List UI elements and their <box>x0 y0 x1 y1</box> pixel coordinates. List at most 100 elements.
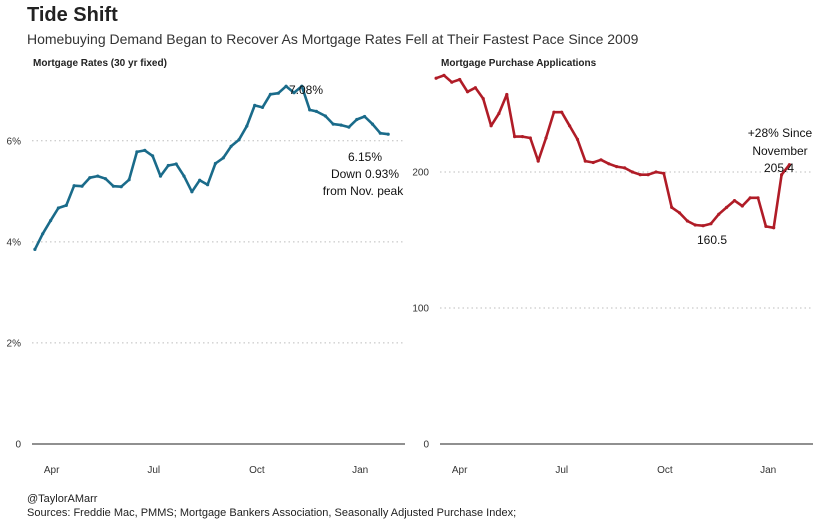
rates-gridlines <box>32 140 405 445</box>
applications-change-label-2: November <box>752 144 807 158</box>
applications-data-point <box>748 196 752 200</box>
rates-data-point <box>268 92 272 96</box>
rates-data-point <box>198 178 202 182</box>
rates-data-point <box>33 247 37 251</box>
applications-panel-title: Mortgage Purchase Applications <box>441 58 597 69</box>
rates-data-point <box>378 131 382 135</box>
rates-data-point <box>370 122 375 126</box>
rates-data-point <box>331 122 335 126</box>
footer-handle: @TaylorAMarr <box>27 493 98 505</box>
applications-data-point <box>568 124 572 128</box>
applications-data-point <box>732 199 737 203</box>
rates-data-point <box>323 114 327 118</box>
rates-data-point <box>80 184 84 188</box>
rates-x-axis: Apr Jul Oct Jan <box>44 465 368 476</box>
rates-drop-label: Down 0.93% <box>331 167 399 181</box>
rates-data-point <box>347 125 351 129</box>
rates-drop-note: from Nov. peak <box>323 184 404 198</box>
rates-y-tick-label: 2% <box>7 338 22 349</box>
applications-latest-label: 205.4 <box>764 161 794 175</box>
rates-data-point <box>143 148 147 152</box>
applications-data-point <box>513 135 517 139</box>
applications-y-tick-label: 0 <box>423 440 429 451</box>
rates-data-point <box>111 184 115 188</box>
applications-data-point <box>646 173 650 177</box>
rates-data-point <box>363 114 367 119</box>
rates-x-tick-label: Jan <box>352 465 368 476</box>
rates-data-point <box>292 91 296 95</box>
rates-data-point <box>284 84 288 88</box>
applications-data-point <box>638 173 642 177</box>
rates-data-point <box>245 124 249 128</box>
rates-data-point <box>103 177 108 181</box>
rates-panel: Mortgage Rates (30 yr fixed) 0 2% 4% 6% Apr… <box>7 58 405 476</box>
rates-series-line <box>33 84 390 251</box>
rates-data-point <box>276 91 280 95</box>
applications-panel: Mortgage Purchase Applications 0 100 200 A… <box>412 58 813 476</box>
rates-data-point <box>355 117 359 122</box>
applications-data-point <box>764 224 768 228</box>
rates-latest-label: 6.15% <box>348 150 382 164</box>
rates-data-point <box>386 132 390 136</box>
applications-y-tick-label: 200 <box>412 168 429 179</box>
rates-data-point <box>41 232 45 236</box>
rates-data-point <box>339 123 343 127</box>
rates-data-point <box>190 190 194 194</box>
rates-x-tick-label: Jul <box>147 465 160 476</box>
rates-data-point <box>314 109 318 113</box>
rates-data-point <box>72 184 76 188</box>
applications-data-point <box>434 76 438 80</box>
applications-data-point <box>756 196 760 200</box>
applications-data-point <box>465 90 470 94</box>
applications-data-point <box>685 219 690 223</box>
applications-data-point <box>552 110 556 114</box>
applications-series-points <box>434 73 792 230</box>
applications-data-point <box>701 224 705 228</box>
applications-series-line <box>434 74 791 230</box>
applications-data-point <box>607 162 611 166</box>
rates-data-point <box>237 138 241 142</box>
rates-data-point <box>56 206 61 210</box>
rates-y-tick-label: 0 <box>15 440 21 451</box>
applications-data-point <box>544 136 548 140</box>
applications-gridlines <box>440 171 813 445</box>
rates-data-point <box>174 162 178 166</box>
rates-data-point <box>300 84 304 88</box>
rates-data-point <box>182 174 186 178</box>
applications-data-point <box>505 92 509 97</box>
applications-data-point <box>654 170 658 174</box>
applications-data-point <box>450 80 454 84</box>
applications-data-point <box>599 158 603 162</box>
rates-data-point <box>308 108 312 112</box>
applications-data-point <box>536 159 540 163</box>
applications-data-point <box>787 163 792 167</box>
applications-data-point <box>670 205 674 209</box>
applications-data-point <box>677 211 682 215</box>
applications-data-point <box>591 160 595 165</box>
rates-data-point <box>135 150 139 154</box>
applications-data-point <box>717 212 721 216</box>
rates-data-point <box>221 156 225 160</box>
applications-data-point <box>772 226 776 230</box>
applications-data-point <box>615 165 619 169</box>
chart-title: Tide Shift <box>27 4 118 26</box>
applications-data-point <box>528 136 532 140</box>
applications-data-point <box>473 86 477 90</box>
footer: @TaylorAMarr Sources: Freddie Mac, PMMS;… <box>27 492 516 520</box>
applications-data-point <box>520 135 525 139</box>
rates-data-point <box>127 178 131 182</box>
applications-x-tick-label: Jan <box>760 465 776 476</box>
rates-data-point <box>260 105 265 109</box>
rates-data-point <box>96 174 100 178</box>
rates-data-point <box>119 185 123 189</box>
applications-data-point <box>489 124 493 128</box>
applications-data-point <box>740 204 744 208</box>
applications-change-label: +28% Since <box>748 126 813 140</box>
rates-y-tick-label: 4% <box>7 237 22 248</box>
footer-sources: Sources: Freddie Mac, PMMS; Mortgage Ban… <box>27 507 517 519</box>
applications-x-tick-label: Jul <box>555 465 568 476</box>
rates-data-point <box>229 144 233 148</box>
applications-y-tick-label: 100 <box>412 304 429 315</box>
applications-data-point <box>693 223 697 227</box>
applications-y-axis: 0 100 200 <box>412 168 429 451</box>
